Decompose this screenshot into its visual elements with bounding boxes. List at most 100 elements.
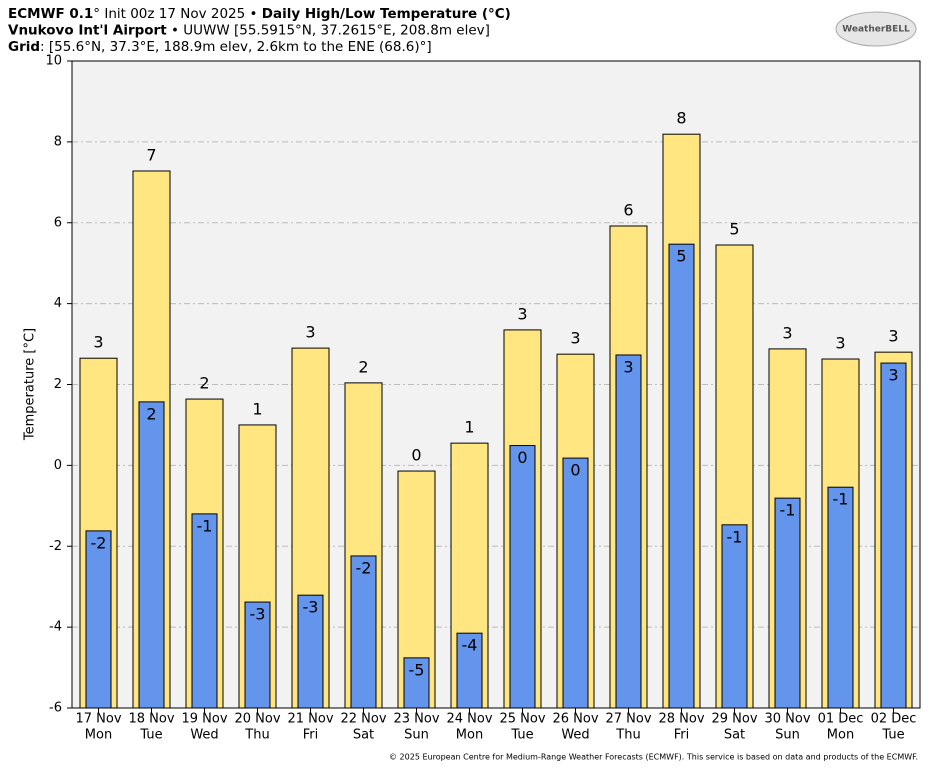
value-label: 3	[888, 327, 898, 346]
bar	[615, 354, 642, 709]
bar	[774, 497, 801, 709]
x-tick-label: 17 Nov	[75, 712, 121, 727]
y-tick-label: 2	[54, 377, 62, 392]
x-tick-weekday: Wed	[190, 728, 218, 743]
value-label: 3	[305, 323, 315, 342]
value-label: 3	[888, 366, 898, 385]
y-tick-label: 10	[45, 54, 62, 69]
value-label: -1	[197, 516, 213, 535]
bar	[509, 445, 536, 709]
x-tick-label: 18 Nov	[128, 712, 174, 727]
x-tick-weekday: Wed	[561, 728, 589, 743]
x-tick-label: 26 Nov	[552, 712, 598, 727]
value-label: 3	[570, 329, 580, 348]
footer: © 2025 European Centre for Medium-Range …	[389, 753, 918, 762]
x-tick-label: 01 Dec	[818, 712, 864, 727]
x-tick-label: 29 Nov	[711, 712, 757, 727]
value-label: -3	[303, 598, 319, 617]
value-label: -1	[780, 501, 796, 520]
value-label: 2	[146, 404, 156, 423]
x-tick-label: 22 Nov	[340, 712, 386, 727]
bar	[350, 555, 377, 709]
y-tick-label: -2	[49, 539, 62, 554]
value-label: -5	[409, 660, 425, 679]
x-tick-weekday: Thu	[244, 728, 269, 743]
x-tick-label: 19 Nov	[181, 712, 227, 727]
title-segment: : [55.6°N, 37.3°E, 188.9m elev, 2.6km to…	[40, 39, 432, 55]
x-tick-weekday: Mon	[827, 728, 854, 743]
title-line: Vnukovo Int'l Airport • UUWW [55.5915°N,…	[8, 23, 490, 39]
bar	[880, 362, 907, 709]
bar	[562, 457, 589, 709]
value-label: 8	[676, 109, 686, 128]
x-tick-weekday: Fri	[303, 728, 319, 743]
plot-frame	[71, 60, 921, 709]
bar	[668, 243, 695, 709]
x-tick-weekday: Sun	[404, 728, 429, 743]
bar	[456, 632, 483, 709]
y-tick-label: 6	[54, 215, 62, 230]
value-label: 3	[782, 323, 792, 342]
y-tick-label: -6	[49, 701, 62, 716]
bar	[244, 601, 271, 709]
bar	[721, 524, 748, 709]
value-label: 1	[252, 399, 262, 418]
value-label: -4	[462, 636, 478, 655]
bar	[85, 530, 112, 709]
y-tick-label: -4	[49, 620, 62, 635]
bar	[138, 401, 165, 709]
x-tick-weekday: Tue	[881, 728, 904, 743]
y-tick-label: 0	[54, 458, 62, 473]
title-line: ECMWF 0.1° Init 00z 17 Nov 2025 • Daily …	[8, 6, 511, 22]
x-tick-weekday: Thu	[615, 728, 640, 743]
title-segment: ECMWF 0.1	[8, 6, 93, 22]
logo: WeatherBELL	[835, 11, 917, 47]
bar	[827, 486, 854, 709]
value-label: -1	[727, 527, 743, 546]
y-tick-label: 8	[54, 134, 62, 149]
x-tick-label: 24 Nov	[446, 712, 492, 727]
value-label: 5	[676, 247, 686, 266]
y-axis-label: Temperature [°C]	[23, 328, 38, 441]
x-tick-label: 21 Nov	[287, 712, 333, 727]
x-tick-weekday: Tue	[510, 728, 533, 743]
value-label: 0	[517, 448, 527, 467]
title-segment: Daily High/Low Temperature (°C)	[262, 6, 511, 22]
x-tick-weekday: Mon	[85, 728, 112, 743]
x-tick-weekday: Mon	[456, 728, 483, 743]
value-label: 2	[358, 357, 368, 376]
title-segment: Vnukovo Int'l Airport	[8, 23, 167, 39]
value-label: 5	[729, 219, 739, 238]
value-label: 7	[146, 145, 156, 164]
x-tick-label: 23 Nov	[393, 712, 439, 727]
title-segment: Grid	[8, 39, 40, 55]
y-tick-label: 4	[54, 296, 62, 311]
logo-text: WeatherBELL	[842, 25, 910, 35]
bar	[191, 513, 218, 709]
x-tick-weekday: Sun	[775, 728, 800, 743]
x-tick-label: 02 Dec	[871, 712, 917, 727]
x-tick-weekday: Sat	[724, 728, 745, 743]
bar	[297, 594, 324, 709]
x-tick-label: 30 Nov	[764, 712, 810, 727]
value-label: 3	[93, 333, 103, 352]
value-label: -3	[250, 605, 266, 624]
value-label: 2	[199, 374, 209, 393]
value-label: 0	[570, 461, 580, 480]
x-tick-weekday: Sat	[353, 728, 374, 743]
logo-badge	[835, 11, 917, 47]
x-tick-label: 25 Nov	[499, 712, 545, 727]
value-label: 3	[623, 357, 633, 376]
value-label: -2	[356, 558, 372, 577]
value-label: -1	[833, 490, 849, 509]
value-label: 6	[623, 200, 633, 219]
x-tick-label: 20 Nov	[234, 712, 280, 727]
x-tick-weekday: Tue	[139, 728, 162, 743]
value-label: 0	[411, 446, 421, 465]
title-segment: ° Init 00z 17 Nov 2025 •	[93, 6, 261, 22]
title-line: Grid: [55.6°N, 37.3°E, 188.9m elev, 2.6k…	[8, 39, 432, 55]
x-tick-label: 27 Nov	[605, 712, 651, 727]
title-segment: • UUWW [55.5915°N, 37.2615°E, 208.8m ele…	[167, 23, 490, 39]
x-tick-weekday: Fri	[674, 728, 690, 743]
